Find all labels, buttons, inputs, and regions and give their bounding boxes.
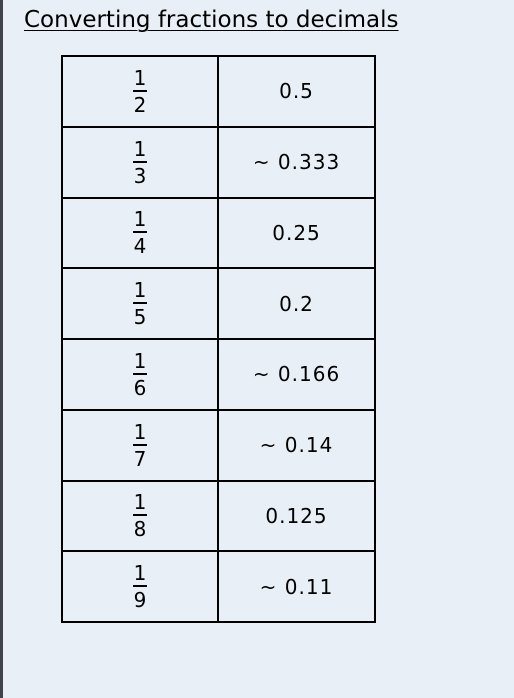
denominator: 9 [133, 588, 147, 613]
table-row: 1 5 0.2 [63, 269, 374, 340]
fraction-cell: 1 2 [63, 57, 219, 126]
fraction-bar [133, 89, 147, 92]
table-row: 1 9 ~ 0.11 [63, 552, 374, 621]
fraction-cell: 1 7 [63, 410, 219, 480]
table-row: 1 3 ~ 0.333 [63, 127, 374, 199]
decimal-cell: ~ 0.333 [252, 150, 341, 175]
table-row: 1 7 ~ 0.14 [63, 410, 374, 482]
left-border [0, 0, 3, 698]
fraction-bar [133, 585, 147, 588]
decimal-cell: 0.2 [279, 291, 314, 316]
page-title: Converting fractions to decimals [24, 7, 399, 33]
table-row: 1 2 0.5 [63, 57, 374, 128]
decimal-cell: 0.5 [279, 79, 314, 104]
numerator: 1 [133, 561, 147, 586]
numerator: 1 [133, 490, 147, 515]
denominator: 2 [133, 92, 147, 117]
numerator: 1 [133, 207, 147, 232]
fraction: 1 8 [133, 491, 147, 540]
decimal-cell: ~ 0.166 [252, 362, 341, 387]
fraction: 1 5 [133, 279, 147, 328]
fraction-cell: 1 4 [63, 198, 219, 268]
decimal-cell: 0.25 [272, 220, 321, 245]
decimal-cell: ~ 0.11 [259, 574, 334, 599]
fraction: 1 2 [133, 67, 147, 116]
denominator: 3 [133, 163, 147, 188]
table-row: 1 8 0.125 [63, 481, 374, 553]
fraction-cell: 1 3 [63, 127, 219, 197]
fraction: 1 9 [133, 562, 147, 611]
table-row: 1 4 0.25 [63, 198, 374, 270]
fraction-cell: 1 8 [63, 481, 219, 551]
denominator: 5 [133, 305, 147, 330]
fraction-bar [133, 372, 147, 375]
numerator: 1 [133, 348, 147, 373]
numerator: 1 [133, 65, 147, 90]
numerator: 1 [133, 419, 147, 444]
fraction: 1 3 [133, 138, 147, 187]
fraction-bar [133, 302, 147, 305]
numerator: 1 [133, 278, 147, 303]
denominator: 7 [133, 446, 147, 471]
fraction-cell: 1 9 [63, 552, 219, 621]
numerator: 1 [133, 136, 147, 161]
fraction: 1 6 [133, 350, 147, 399]
fraction-bar [133, 514, 147, 517]
fraction: 1 7 [133, 421, 147, 470]
fraction-bar [133, 160, 147, 163]
fraction-cell: 1 6 [63, 340, 219, 409]
denominator: 6 [133, 375, 147, 400]
decimal-cell: 0.125 [265, 503, 328, 528]
denominator: 4 [133, 234, 147, 259]
fraction-bar [133, 231, 147, 234]
fraction: 1 4 [133, 208, 147, 257]
fraction-decimal-table: 1 2 0.5 1 3 ~ 0.333 1 4 0.25 [61, 55, 376, 623]
fraction-cell: 1 5 [63, 269, 219, 338]
fraction-bar [133, 443, 147, 446]
denominator: 8 [133, 517, 147, 542]
decimal-cell: ~ 0.14 [259, 433, 334, 458]
table-row: 1 6 ~ 0.166 [63, 340, 374, 411]
